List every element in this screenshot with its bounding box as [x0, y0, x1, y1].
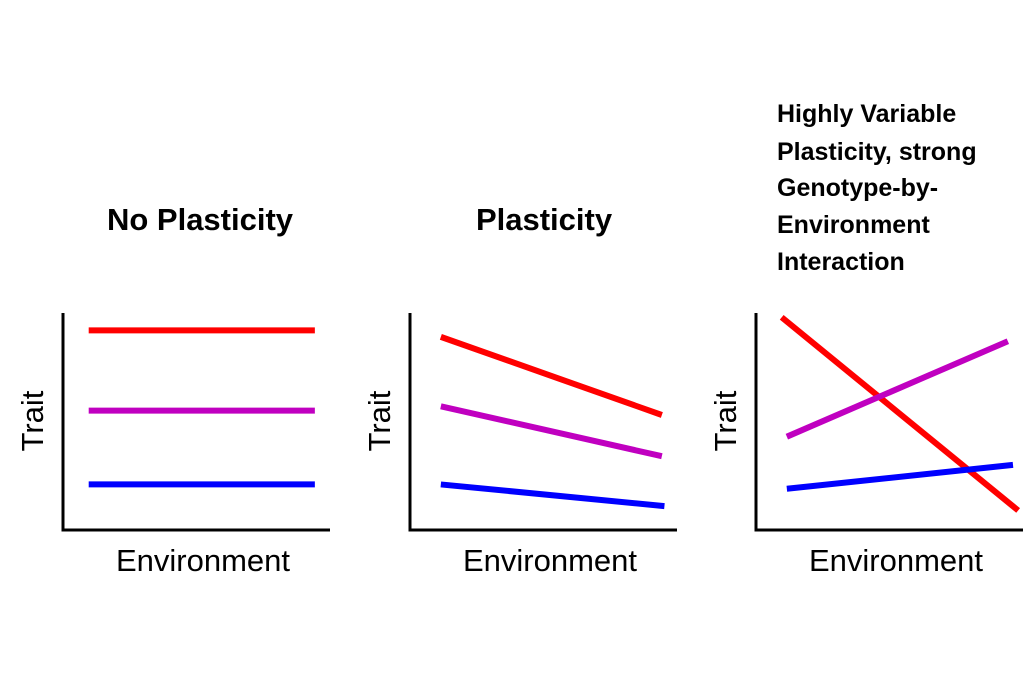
y-axis-label: Trait [15, 390, 50, 451]
series-line-genotype-blue [786, 461, 1014, 492]
panel3-title-line: Genotype-by- [777, 174, 938, 202]
y-axis-label: Trait [362, 390, 397, 451]
series-line-genotype-red [779, 315, 1021, 513]
x-axis-label: Environment [463, 543, 637, 578]
x-axis-label: Environment [809, 543, 983, 578]
panel1-title: No Plasticity [107, 202, 294, 237]
panel3-title-line: Plasticity, strong [777, 138, 977, 166]
panel3-title-line: Environment [777, 211, 930, 239]
series-line-genotype-blue [440, 481, 665, 510]
panel3-title-line: Interaction [777, 248, 905, 276]
series-line-genotype-magenta [785, 338, 1010, 440]
y-axis-label: Trait [708, 390, 743, 451]
series-line-genotype-magenta [440, 403, 663, 460]
series-line-genotype-red [439, 334, 663, 418]
panel2-title: Plasticity [476, 202, 613, 237]
x-axis-label: Environment [116, 543, 290, 578]
panel-1: Environment Trait [15, 313, 330, 578]
panel3-title-line: Highly Variable [777, 100, 956, 128]
panel3-title: Highly Variable Plasticity, strong Genot… [777, 100, 977, 276]
panel-2: Environment Trait [362, 313, 677, 578]
panel-3: Environment Trait [708, 313, 1023, 578]
